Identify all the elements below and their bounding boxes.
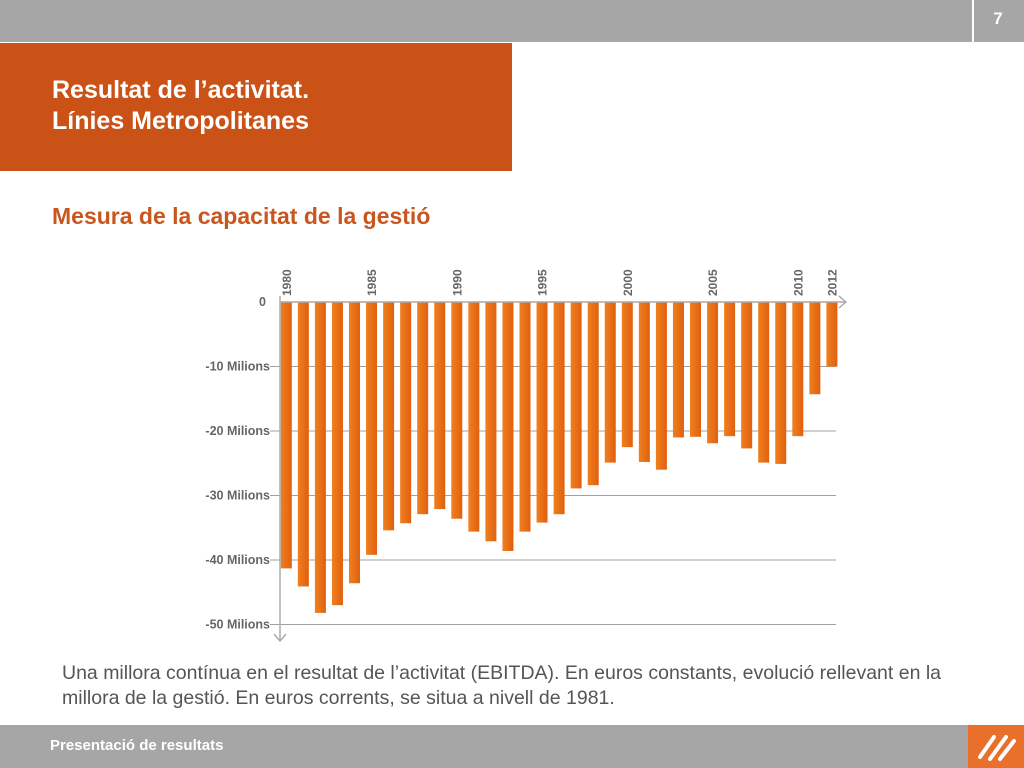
brand-logo-icon-graphic: [978, 735, 1016, 761]
bar-1984: [349, 302, 360, 584]
bar-2005: [707, 302, 719, 444]
slide-subtitle: Mesura de la capacitat de la gestió: [52, 203, 431, 229]
bar-2006: [724, 302, 736, 437]
description-text: Una millora contínua en el resultat de l…: [62, 662, 942, 709]
page-number: 7: [993, 9, 1003, 28]
bar-1996: [553, 302, 565, 515]
y-tick-label: -10 Milions: [205, 360, 270, 374]
bar-2011: [809, 302, 821, 395]
y-tick-label: -30 Milions: [205, 489, 270, 503]
bar-2001: [638, 302, 650, 462]
bar-2003: [672, 302, 684, 438]
bar-1986: [383, 302, 395, 531]
x-axis-arrow-icon: [838, 295, 848, 309]
bar-1999: [604, 302, 616, 463]
footer-text: Presentació de resultats: [50, 737, 224, 754]
slide-title-line-2: Línies Metropolitanes: [52, 107, 309, 135]
x-tick-label: 1990: [450, 269, 464, 296]
x-tick-label: 2005: [706, 269, 720, 296]
bar-1993: [502, 302, 514, 551]
bar-2000: [621, 302, 633, 448]
x-tick-label: 2012: [825, 269, 839, 296]
bar-1980: [280, 302, 292, 569]
bar-2004: [690, 302, 701, 437]
bar-2008: [758, 302, 770, 463]
x-tick-label: 2000: [621, 269, 635, 296]
bar-2007: [741, 302, 753, 449]
y-tick-label: -50 Milions: [205, 618, 270, 632]
bar-2002: [655, 302, 667, 470]
bar-1983: [331, 302, 343, 606]
bar-1982: [314, 302, 326, 613]
footer-bar: [0, 725, 1024, 768]
y-tick-label: -20 Milions: [205, 424, 270, 438]
title-box: [0, 43, 512, 171]
bar-1988: [417, 302, 429, 515]
bar-1989: [434, 302, 446, 510]
y-tick-label: -40 Milions: [205, 553, 270, 567]
x-tick-label: 1985: [365, 269, 379, 296]
bar-1985: [366, 302, 378, 555]
slide-title-line-1: Resultat de l’activitat.: [52, 76, 310, 104]
top-bar: [0, 0, 1024, 42]
bar-1991: [468, 302, 480, 532]
brand-logo-icon: [968, 725, 1024, 768]
bar-2009: [775, 302, 787, 464]
bar-1994: [519, 302, 531, 532]
bar-1998: [587, 302, 599, 486]
bar-1987: [400, 302, 412, 524]
x-tick-label: 2010: [791, 269, 805, 296]
bar-1981: [297, 302, 309, 587]
y-axis-arrow-icon: [273, 633, 287, 643]
bar-1990: [451, 302, 463, 519]
x-tick-label: 1995: [536, 269, 550, 296]
bar-2012: [826, 302, 838, 367]
bar-1997: [570, 302, 582, 489]
bar-1992: [485, 302, 497, 542]
bar-1995: [536, 302, 548, 523]
y-tick-label: 0: [259, 295, 266, 309]
x-tick-label: 1980: [280, 269, 294, 296]
bar-2010: [792, 302, 804, 437]
top-bar-divider: [972, 0, 974, 42]
